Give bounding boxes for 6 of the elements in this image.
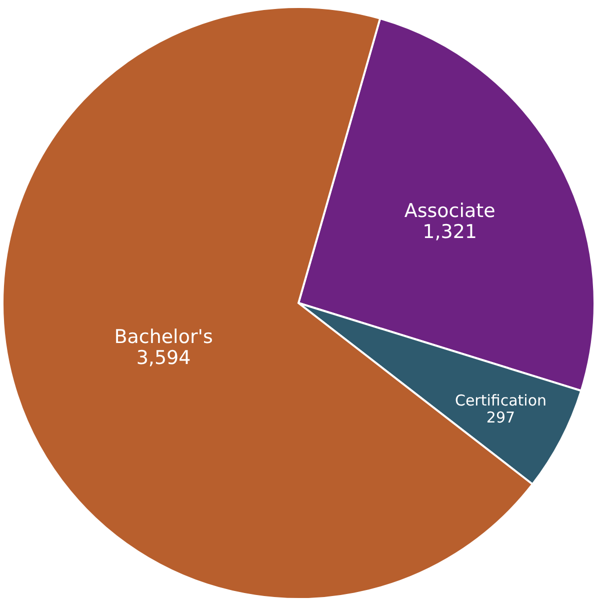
data-label: 297: [486, 408, 516, 426]
slice-label: Associate: [404, 200, 496, 222]
slice-label: Certification: [454, 391, 547, 410]
data-label: 3,594: [136, 347, 191, 370]
slice-label: Bachelor's: [114, 326, 213, 348]
data-label: 1,321: [422, 221, 478, 244]
